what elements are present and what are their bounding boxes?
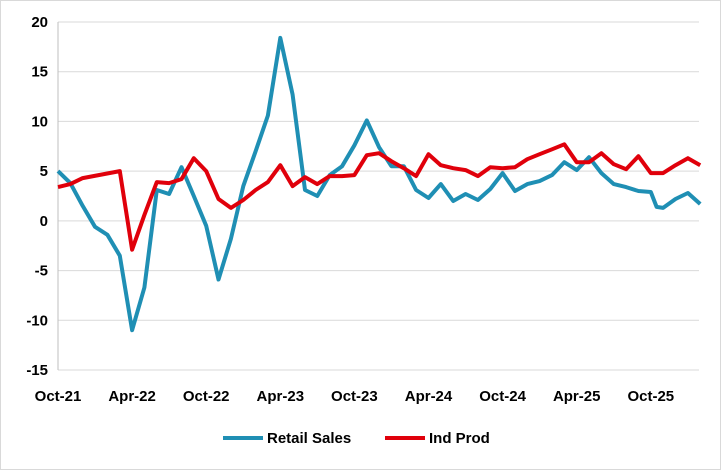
x-axis: Oct-21 Apr-22 Oct-22 Apr-23 Oct-23 Apr-24 Oct-…: [35, 388, 674, 405]
legend: Retail Sales Ind Prod: [223, 430, 490, 447]
y-tick-label: 20: [31, 14, 48, 31]
x-tick-label: Apr-23: [257, 388, 305, 405]
legend-label: Retail Sales: [267, 430, 351, 447]
x-tick-label: Oct-22: [183, 388, 230, 405]
y-tick-label: 15: [31, 64, 48, 81]
x-tick-label: Oct-23: [331, 388, 378, 405]
legend-label: Ind Prod: [429, 430, 490, 447]
x-tick-label: Oct-25: [627, 388, 674, 405]
series-lines: [56, 35, 702, 333]
y-axis: -15 -10 -5 0 5 10 15 20: [26, 14, 59, 379]
gridlines: [58, 21, 699, 371]
x-tick-label: Oct-24: [479, 388, 526, 405]
y-tick-label: -15: [26, 362, 48, 379]
x-tick-label: Oct-21: [35, 388, 82, 405]
y-tick-label: 5: [40, 163, 48, 180]
y-tick-label: 0: [40, 213, 48, 230]
y-tick-label: -5: [35, 263, 48, 280]
y-tick-label: 10: [31, 113, 48, 130]
x-tick-label: Apr-22: [108, 388, 156, 405]
y-tick-label: -10: [26, 312, 48, 329]
series-line-ind-prod: [57, 142, 702, 252]
x-tick-label: Apr-25: [553, 388, 601, 405]
x-tick-label: Apr-24: [405, 388, 453, 405]
